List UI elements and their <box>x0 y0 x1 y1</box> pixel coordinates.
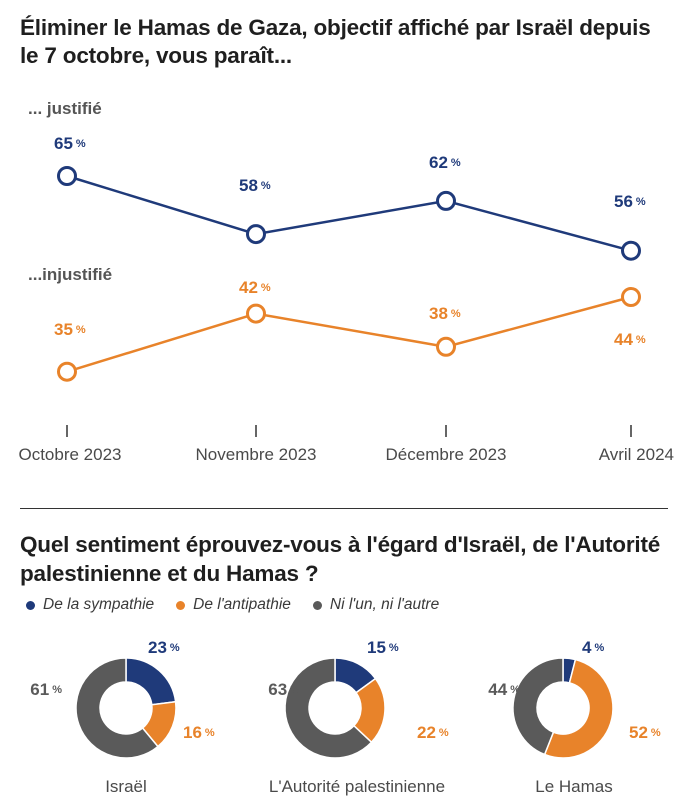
point-label-1-1: 42% <box>239 278 271 297</box>
series-label-0: ... justifié <box>28 99 102 118</box>
donut-name-1: L'Autorité palestinienne <box>269 777 445 796</box>
donut-name-2: Le Hamas <box>535 777 612 796</box>
legend-dot-grey <box>312 600 322 610</box>
donut-slice-1-2 <box>284 657 373 759</box>
donut-name-0: Israël <box>105 777 147 796</box>
donut-label-1-2: 63% <box>268 680 300 699</box>
legend-dot-blue <box>26 600 35 610</box>
legend-label-antipathie: De l'antipathie <box>193 596 291 613</box>
donut-slice-2-2 <box>512 657 564 756</box>
point-label-0-0: 65% <box>54 134 86 153</box>
donut-label-2-1: 52% <box>629 723 661 742</box>
point-0-0 <box>57 166 77 186</box>
point-0-3 <box>621 240 641 261</box>
legend-label-sympathie: De la sympathie <box>43 596 155 613</box>
legend-item-neutre: Ni l'un, ni l'autre <box>312 596 440 614</box>
line-chart: ... justifié 65 % 58 % 62 % 56 % ...injustifié 35%… <box>18 99 674 464</box>
donut-chart-title: Quel sentiment éprouvez-vous à l'égard d… <box>20 532 661 586</box>
donut-label-1-0: 15% <box>367 638 399 657</box>
point-0-2 <box>436 190 456 211</box>
legend-item-antipathie: De l'antipathie <box>176 596 291 614</box>
donut-legend: De la sympathie De l'antipathie Ni l'un,… <box>26 596 461 614</box>
x-tick-label-0: Octobre 2023 <box>18 445 121 464</box>
point-1-2 <box>436 336 456 357</box>
legend-label-neutre: Ni l'un, ni l'autre <box>329 596 440 613</box>
point-label-0-3: 56% <box>614 192 646 211</box>
point-label-1-3: 44% <box>614 330 646 349</box>
x-tick-label-3: Avril 2024 <box>599 445 674 464</box>
legend-item-sympathie: De la sympathie <box>26 596 154 614</box>
point-1-1 <box>246 303 266 324</box>
donut-label-2-0: 4% <box>582 638 604 657</box>
section-divider <box>20 508 668 509</box>
legend-dot-orange <box>176 600 186 610</box>
point-0-1 <box>246 224 266 245</box>
donut-slice-2-1 <box>543 658 614 759</box>
x-tick-label-2: Décembre 2023 <box>386 445 507 464</box>
x-tick-label-1: Novembre 2023 <box>196 445 317 464</box>
point-1-0 <box>57 361 77 382</box>
point-label-0-2: 62% <box>429 153 461 172</box>
donut-slice-0-2 <box>75 657 159 759</box>
point-label-1-2: 38% <box>429 304 461 323</box>
donut-label-1-1: 22% <box>417 723 449 742</box>
point-label-1-0: 35% <box>54 320 86 339</box>
series-line-0 <box>66 174 632 252</box>
donut-label-0-0: 23% <box>148 638 180 657</box>
line-chart-title: Éliminer le Hamas de Gaza, objectif affi… <box>20 15 651 68</box>
point-1-3 <box>621 287 641 307</box>
donut-slice-0-0 <box>125 657 177 706</box>
donut-label-0-2: 61% <box>30 680 62 699</box>
series-label-1: ...injustifié <box>28 265 112 284</box>
donut-label-2-2: 44% <box>488 680 520 699</box>
donut-label-0-1: 16% <box>183 723 215 742</box>
point-label-0-1: 58% <box>239 176 271 195</box>
donut-charts: 23 % 16 % 61 % Israël 15 % 22 % 63 % L'Autorité pales… <box>30 638 661 796</box>
series-line-1 <box>66 295 632 373</box>
